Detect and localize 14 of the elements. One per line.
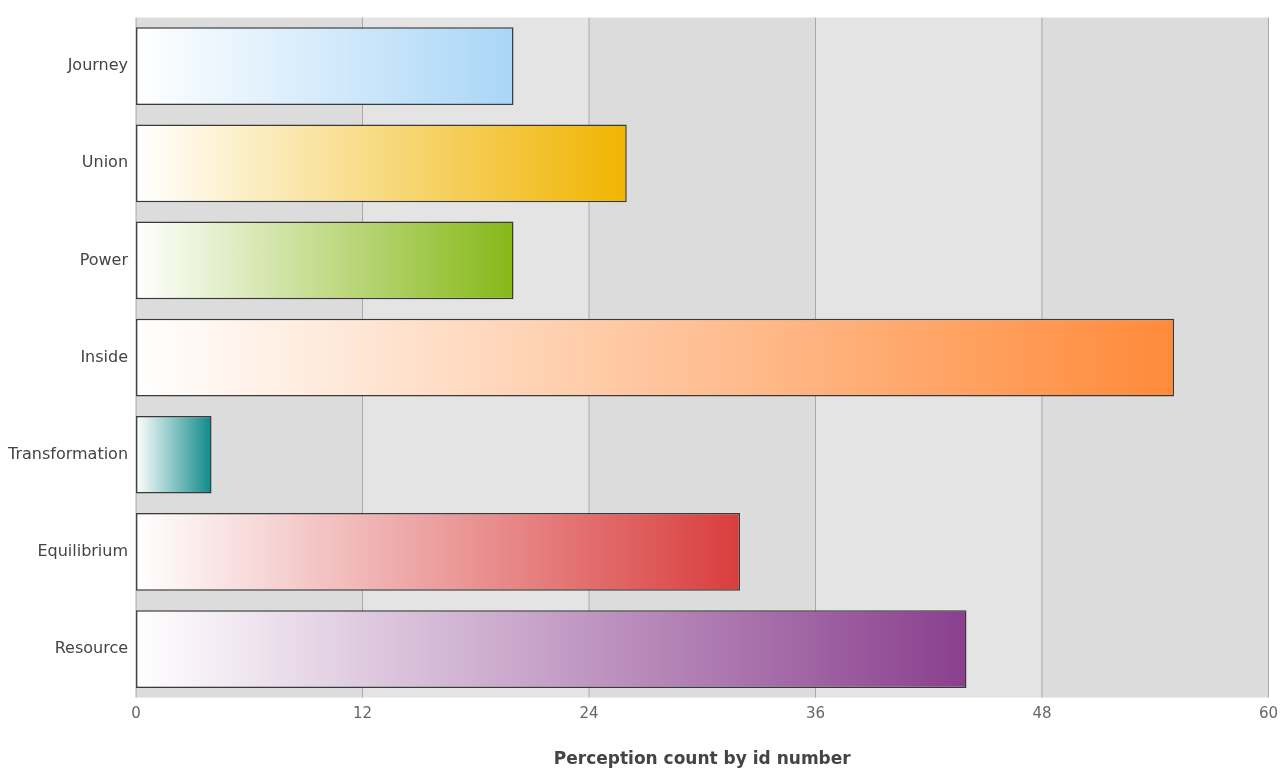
y-tick-label: Equilibrium <box>37 541 129 561</box>
x-tick-label: 0 <box>131 704 141 723</box>
x-tick-label: 60 <box>1258 704 1278 723</box>
y-tick-label: Power <box>79 249 129 269</box>
x-tick-label: 48 <box>1032 704 1052 723</box>
y-tick-label: Resource <box>54 638 129 658</box>
x-tick-label: 12 <box>352 704 373 723</box>
x-axis-title: Perception count by id number <box>553 748 852 769</box>
y-tick-label: Transformation <box>6 443 129 463</box>
x-tick-label: 36 <box>805 704 826 723</box>
y-tick-label: Union <box>81 152 129 172</box>
y-tick-label: Inside <box>80 346 129 366</box>
x-tick-label: 24 <box>579 704 599 723</box>
y-tick-label: Journey <box>66 55 129 75</box>
